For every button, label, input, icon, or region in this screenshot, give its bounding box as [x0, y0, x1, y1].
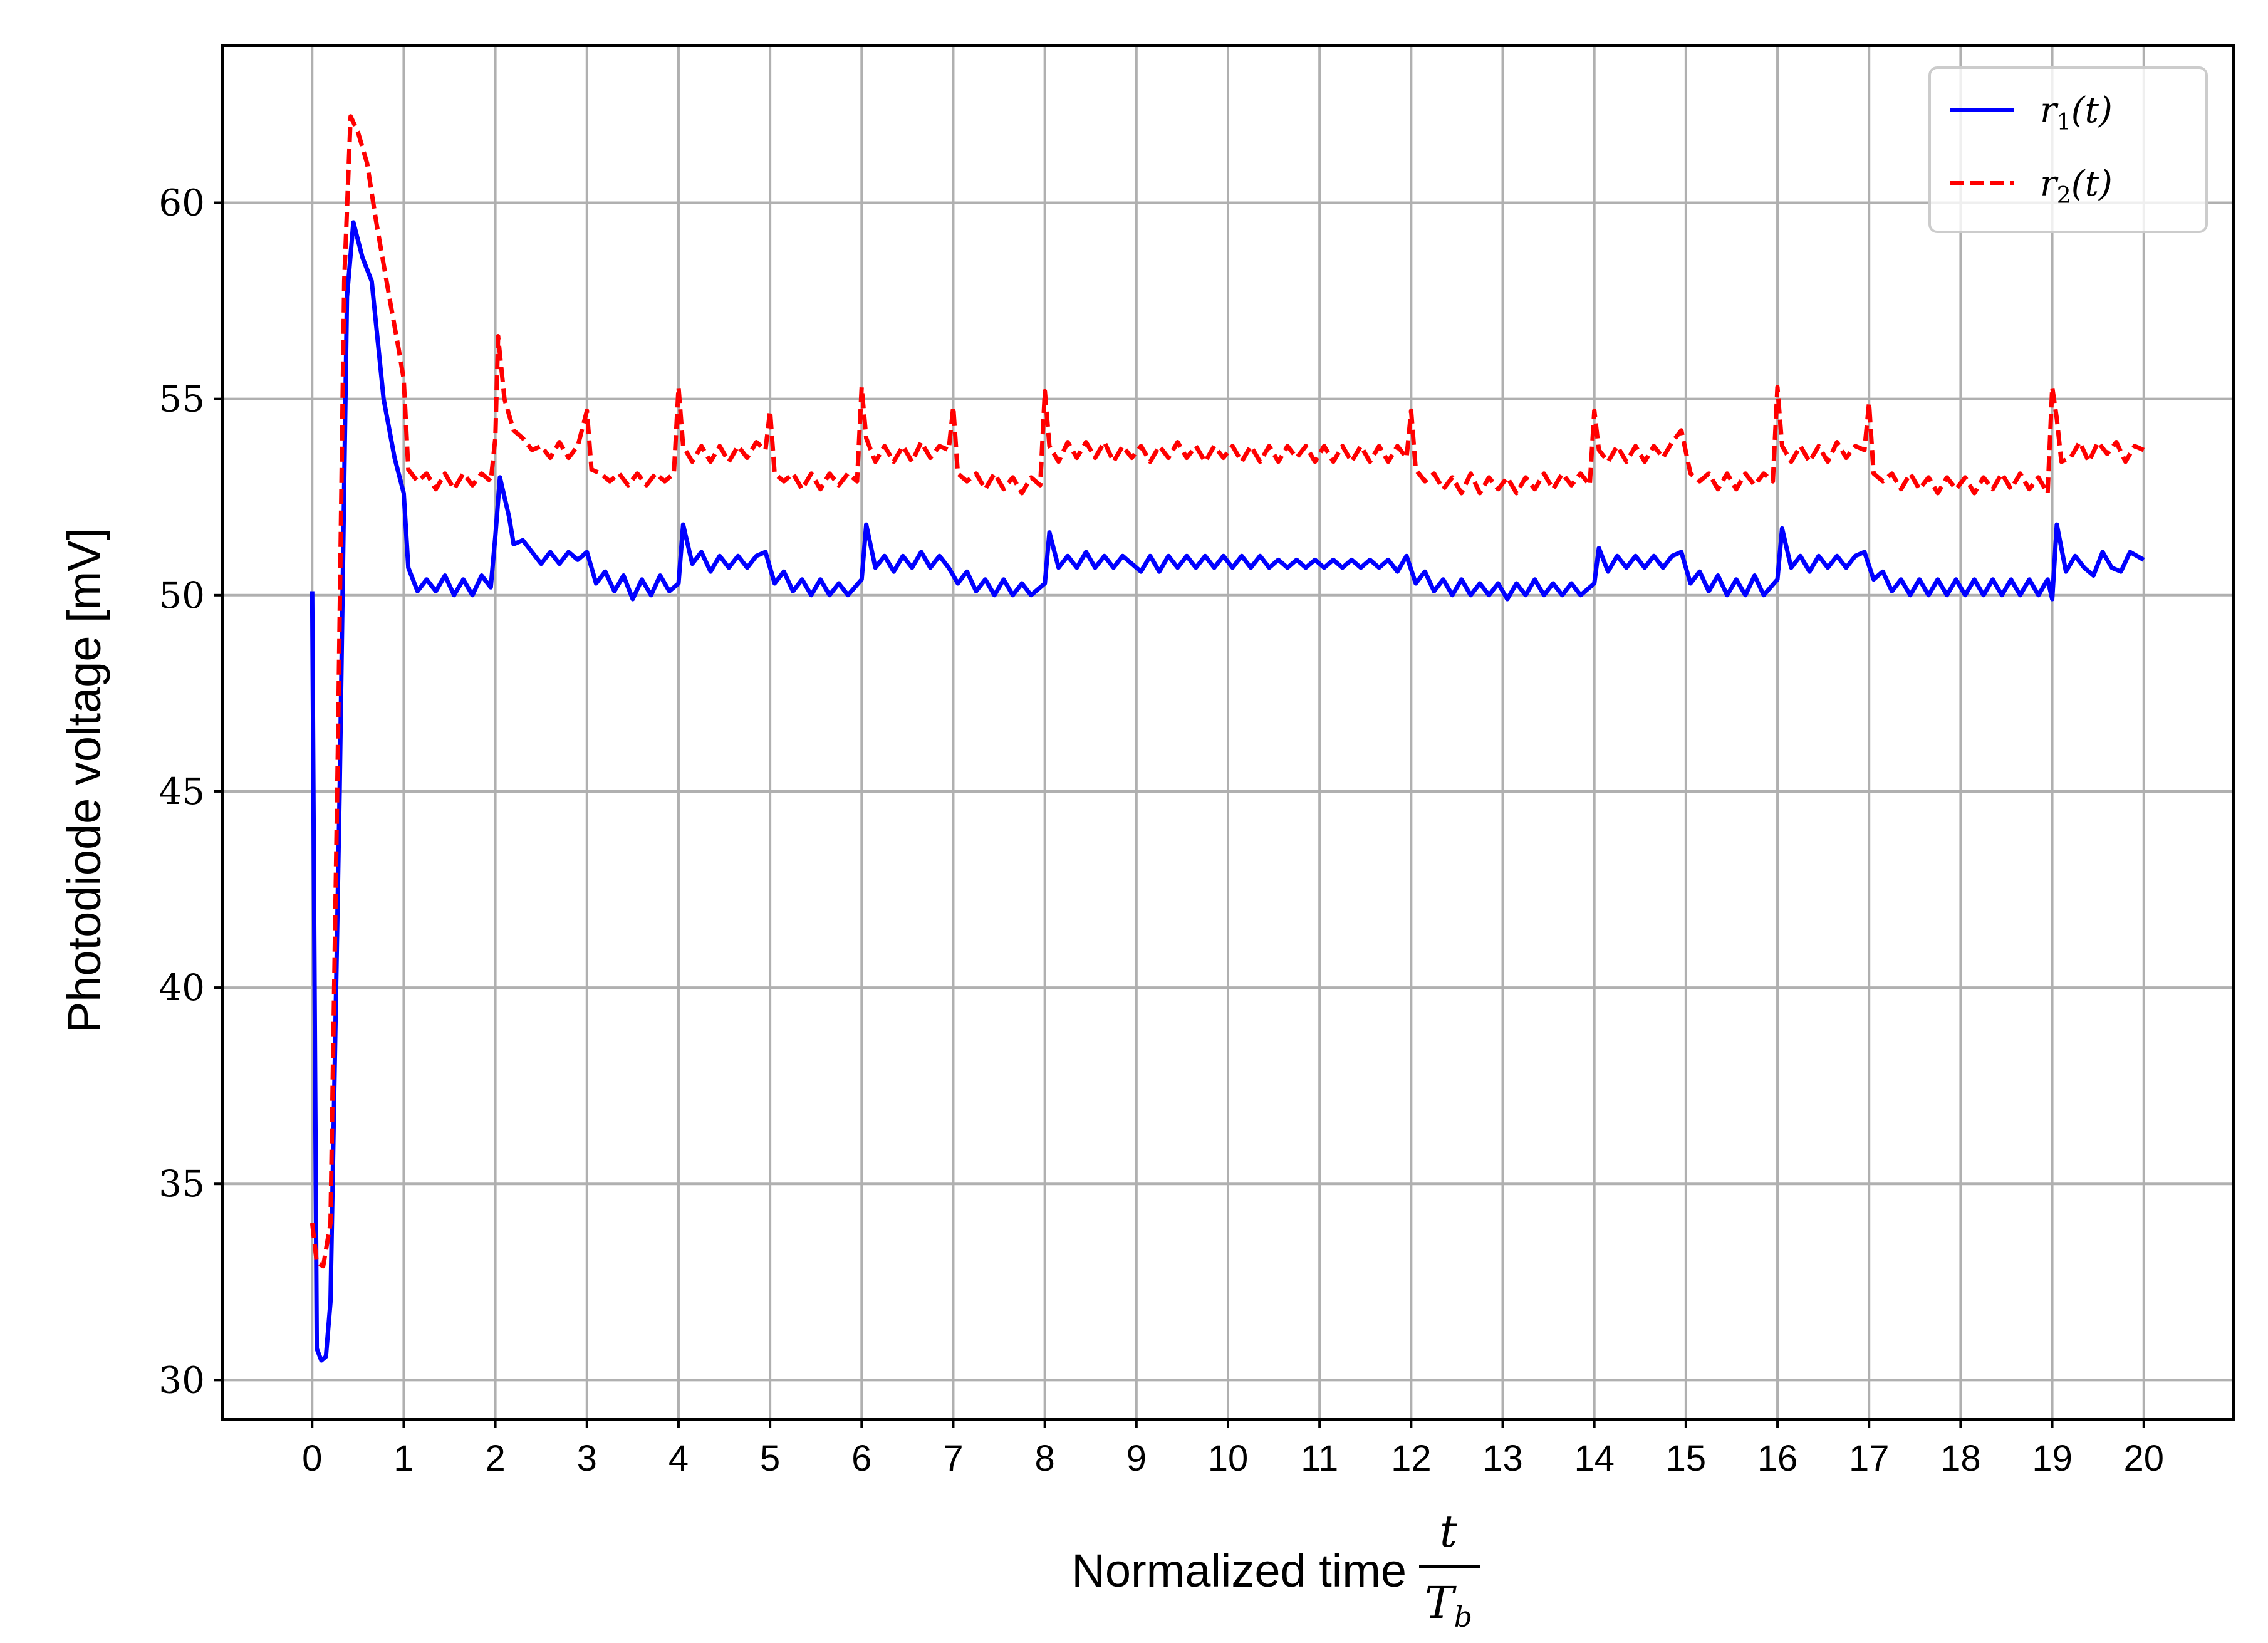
x-tick-label-13: 13 [1482, 1438, 1523, 1479]
x-tick-label-12: 12 [1391, 1438, 1432, 1479]
grid [222, 46, 2234, 1419]
x-tick-label-8: 8 [1035, 1438, 1055, 1479]
y-tick-label-55: 55 [159, 378, 205, 420]
y-tick-label-45: 45 [159, 770, 205, 813]
y-tick-label-30: 30 [159, 1359, 205, 1401]
x-tick-label-3: 3 [577, 1438, 597, 1479]
x-tick-label-16: 16 [1757, 1438, 1798, 1479]
x-axis-label-text: Normalized time [1071, 1545, 1407, 1597]
y-tick-label-35: 35 [159, 1162, 205, 1205]
legend: r1(t) r2(t) [1928, 66, 2208, 233]
legend-label-r2: r2(t) [2040, 164, 2113, 209]
y-tick-label-60: 60 [159, 182, 205, 224]
y-tick-label-50: 50 [159, 574, 205, 617]
x-tick-label-19: 19 [2032, 1438, 2073, 1479]
x-axis-ticks: 0 1 2 3 4 5 6 7 8 9 10 11 12 13 14 15 16 17 18 19 20 [302, 1419, 2164, 1479]
x-tick-label-11: 11 [1301, 1438, 1338, 1479]
y-tick-label-40: 40 [159, 966, 205, 1009]
x-tick-label-5: 5 [760, 1438, 780, 1479]
x-tick-label-20: 20 [2123, 1438, 2164, 1479]
x-tick-label-9: 9 [1126, 1438, 1147, 1479]
x-tick-label-14: 14 [1574, 1438, 1615, 1479]
x-tick-label-6: 6 [851, 1438, 871, 1479]
legend-label-r1: r1(t) [2040, 90, 2113, 135]
x-axis-label: Normalized time t Tb [1071, 1506, 1480, 1634]
x-tick-label-7: 7 [943, 1438, 963, 1479]
x-tick-label-2: 2 [485, 1438, 505, 1479]
x-tick-label-4: 4 [668, 1438, 689, 1479]
y-axis-ticks: 30 35 40 45 50 55 60 [159, 182, 222, 1401]
y-axis-label: Photodiode voltage [mV] [58, 528, 110, 1033]
series-line-r1t [310, 220, 2145, 1363]
x-tick-label-1: 1 [393, 1438, 414, 1479]
x-axis-label-numerator: t [1440, 1506, 1458, 1557]
x-tick-label-10: 10 [1208, 1438, 1249, 1479]
series-layer [310, 114, 2145, 1363]
plot-frame [221, 44, 2235, 1421]
x-tick-label-18: 18 [1940, 1438, 1981, 1479]
series-line-r2t [310, 114, 2145, 1269]
x-axis-label-denominator: Tb [1425, 1577, 1472, 1634]
x-tick-label-15: 15 [1666, 1438, 1707, 1479]
x-tick-label-0: 0 [302, 1438, 322, 1479]
x-tick-label-17: 17 [1849, 1438, 1890, 1479]
